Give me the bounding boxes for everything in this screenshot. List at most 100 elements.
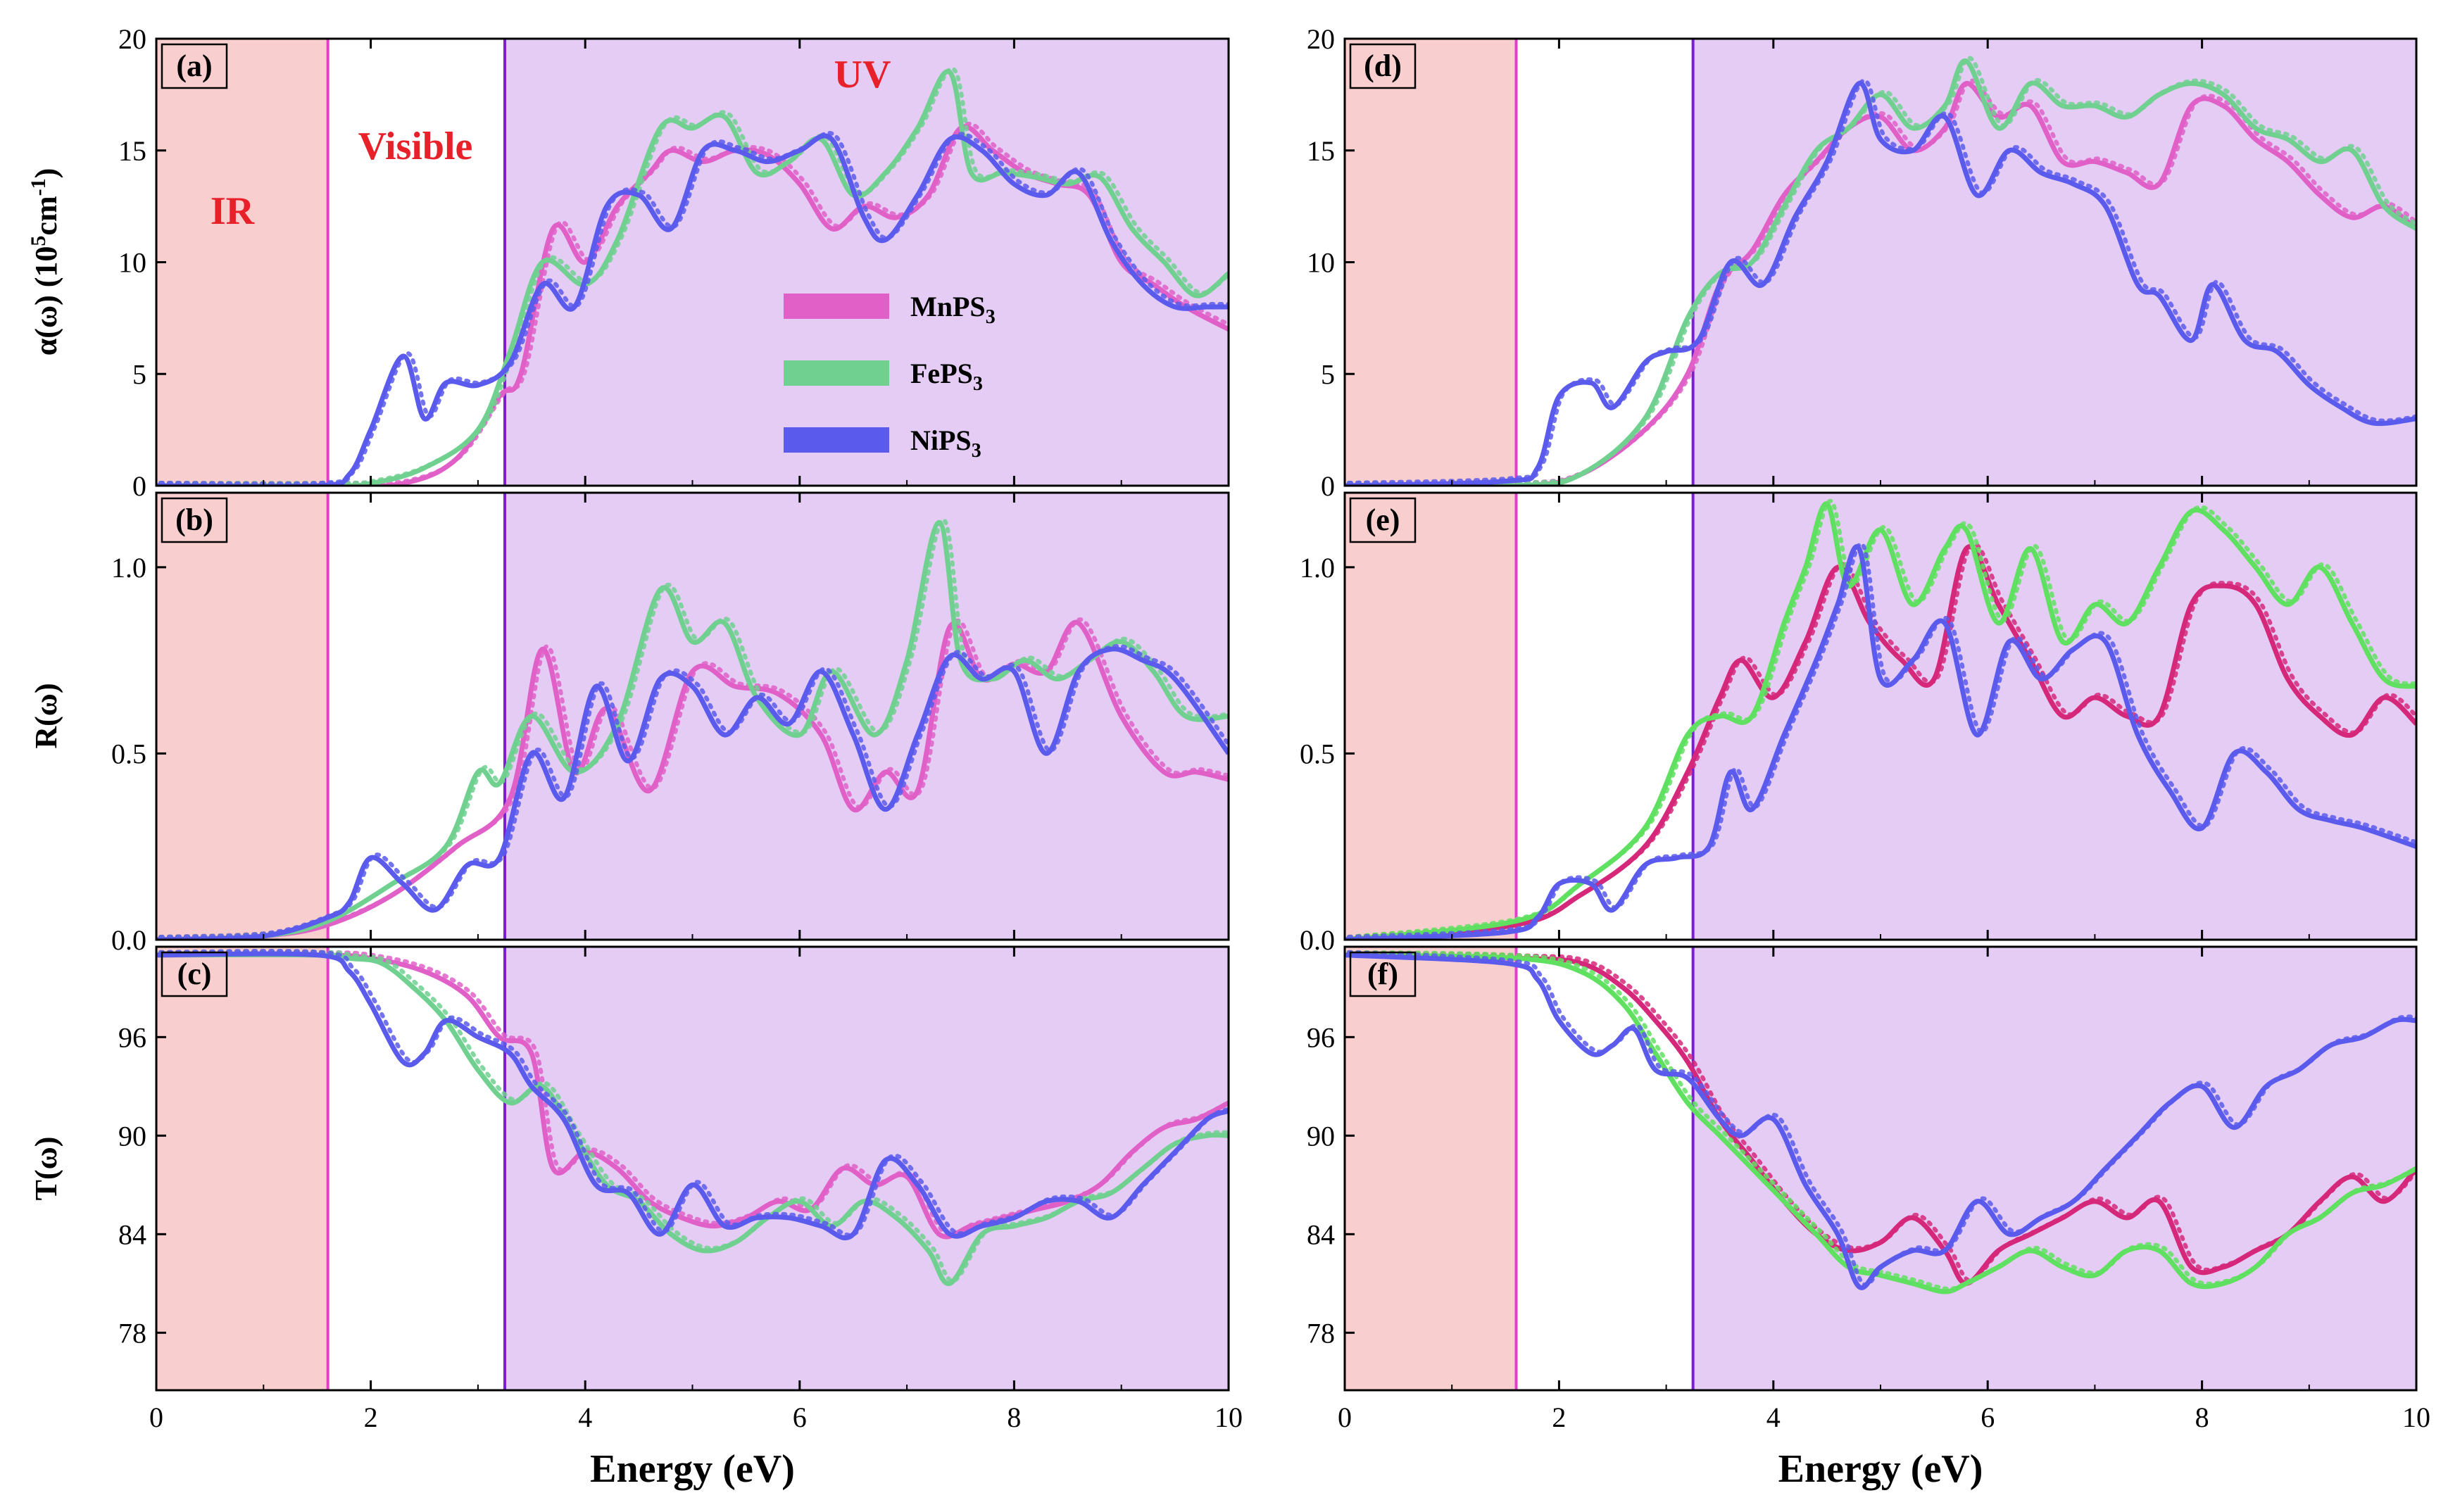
panel-e: 0.0 0.5 1.0 (e) [1300, 491, 2418, 956]
series-dotted-NiPS3 [158, 130, 1229, 486]
y-tick-label: 96 [1307, 1021, 1335, 1053]
series-line-MnPS3 [156, 619, 1229, 940]
legend-label: FePS3 [910, 358, 983, 395]
legend-item-fe: FePS3 [784, 358, 983, 395]
uv-band [1693, 493, 2416, 940]
x-tick-label: 2 [364, 1401, 378, 1433]
y-tick-label: 84 [118, 1218, 146, 1250]
panel-a: 0 5 10 15 20 (a) [118, 23, 1230, 502]
uv-band [1693, 39, 2416, 486]
svg-text:(e): (e) [1366, 503, 1400, 537]
y-tick-label: 96 [118, 1021, 146, 1053]
series-line-NiPS3 [156, 951, 1229, 1241]
svg-text:(c): (c) [177, 957, 212, 991]
x-tick-label: 6 [1981, 1401, 1995, 1433]
panel-label: (f) [1349, 951, 1417, 997]
y-tick-label: 0.5 [111, 738, 146, 769]
y-tick-label: 90 [118, 1120, 146, 1152]
region-label-ir: IR [211, 189, 255, 233]
y-tick-label: 78 [1307, 1317, 1335, 1349]
series-line-FePS3 [156, 952, 1229, 1286]
y-tick-label: 20 [118, 23, 146, 55]
series-line-MnPS3 [1345, 952, 2416, 1286]
y-tick-label: 78 [118, 1317, 146, 1349]
panel-d: 0 5 10 15 20 (d) [1307, 23, 2418, 502]
ir-band [1345, 493, 1517, 940]
x-tick-label: 8 [2195, 1401, 2209, 1433]
y-tick-label: 0.5 [1300, 738, 1335, 769]
series-line-NiPS3 [156, 133, 1229, 486]
series-dotted-FePS3 [1347, 950, 2416, 1292]
uv-band [504, 493, 1229, 940]
ir-band [156, 493, 328, 940]
y-axis-title-T: T(ω) [29, 1137, 63, 1201]
series-line-MnPS3 [1345, 81, 2416, 486]
y-tick-label: 15 [118, 135, 146, 167]
series-line-MnPS3 [1345, 544, 2416, 940]
y-tick-label: 1.0 [1300, 552, 1335, 584]
ir-band [1345, 39, 1517, 486]
y-tick-label: 0 [132, 470, 146, 502]
y-tick-label: 5 [1321, 358, 1335, 390]
panel-label: (e) [1349, 497, 1417, 543]
y-axis-title-R: R(ω) [29, 683, 63, 748]
legend-item-mn: MnPS3 [784, 291, 996, 328]
x-tick-label: 8 [1007, 1401, 1021, 1433]
region-label-uv: UV [834, 53, 891, 96]
y-axis-title-alpha: α(ω) (105cm-1) [27, 168, 63, 356]
series-line-NiPS3 [1345, 544, 2416, 940]
y-tick-label: 84 [1307, 1218, 1335, 1250]
uv-band [504, 39, 1229, 486]
region-label-visible: Visible [358, 125, 473, 168]
x-tick-label: 10 [1214, 1401, 1243, 1433]
svg-text:(d): (d) [1364, 49, 1402, 83]
panel-c: 78 84 90 96 0 2 4 6 8 10 (c) Energy (eV) [118, 945, 1243, 1491]
y-tick-label: 1.0 [111, 552, 146, 584]
x-tick-label: 4 [578, 1401, 592, 1433]
y-tick-label: 5 [132, 358, 146, 390]
y-tick-label: 0.0 [1300, 924, 1335, 956]
legend-swatch [784, 360, 889, 386]
series-line-FePS3 [1345, 952, 2416, 1294]
y-tick-label: 15 [1307, 135, 1335, 167]
x-tick-label: 6 [793, 1401, 807, 1433]
x-tick-label: 10 [2402, 1401, 2430, 1433]
series-line-NiPS3 [1345, 952, 2416, 1290]
legend-item-ni: NiPS3 [784, 424, 981, 462]
ir-band [156, 947, 328, 1390]
uv-band [1693, 947, 2416, 1390]
x-tick-label: 0 [149, 1401, 163, 1433]
panel-label: (a) [161, 43, 228, 89]
legend-swatch [784, 427, 889, 453]
series-dotted-MnPS3 [1347, 541, 2416, 939]
series-dotted-NiPS3 [158, 643, 1229, 939]
y-tick-label: 0 [1321, 470, 1335, 502]
x-tick-label: 2 [1552, 1401, 1566, 1433]
x-tick-label: 4 [1766, 1401, 1781, 1433]
panel-b: 0.0 0.5 1.0 (b) [111, 491, 1230, 956]
y-tick-label: 0.0 [111, 924, 146, 956]
series-line-FePS3 [1345, 501, 2416, 940]
series-line-FePS3 [156, 69, 1229, 486]
ir-band [1345, 947, 1517, 1390]
svg-text:(b): (b) [175, 503, 213, 537]
panel-f: 78 84 90 96 0 2 4 6 8 10 (f) Energy (eV) [1307, 945, 2430, 1491]
x-tick-label: 0 [1338, 1401, 1352, 1433]
panel-label: (b) [161, 497, 228, 543]
y-tick-label: 90 [1307, 1120, 1335, 1152]
legend-swatch [784, 294, 889, 319]
svg-text:(f): (f) [1367, 957, 1398, 991]
ir-band [156, 39, 328, 486]
x-axis-title: Energy (eV) [590, 1447, 795, 1491]
legend-label: MnPS3 [910, 291, 996, 328]
panel-label: (d) [1349, 43, 1417, 89]
legend-label: NiPS3 [910, 424, 981, 462]
y-tick-label: 20 [1307, 23, 1335, 55]
series-line-NiPS3 [156, 646, 1229, 940]
x-axis-title: Energy (eV) [1778, 1447, 1983, 1491]
y-tick-label: 10 [118, 247, 146, 279]
series-line-FePS3 [1345, 58, 2416, 486]
panel-label: (c) [161, 951, 228, 997]
series-line-NiPS3 [1345, 81, 2416, 486]
